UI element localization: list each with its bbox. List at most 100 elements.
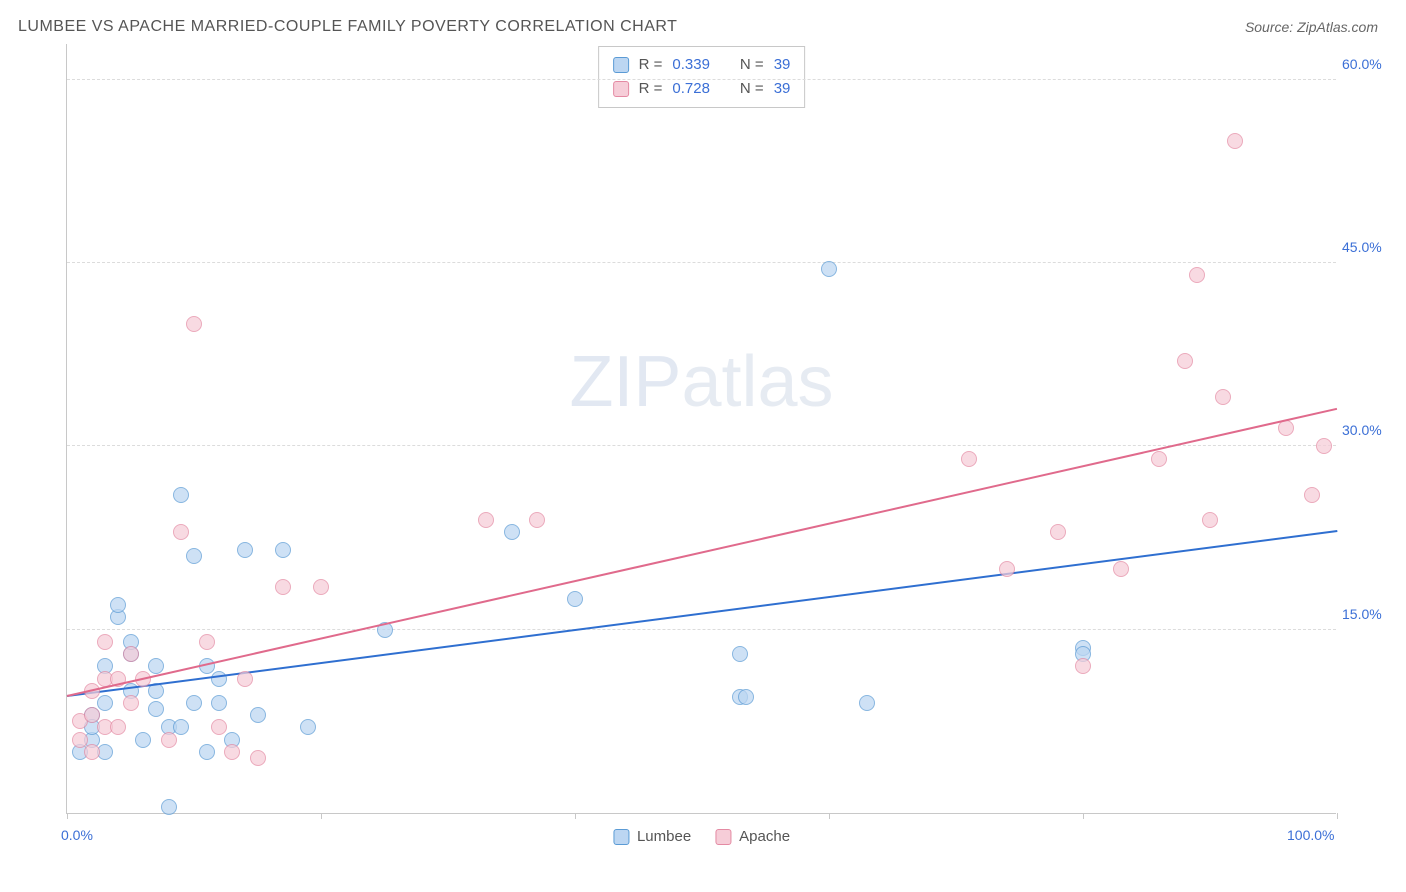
x-tick (1083, 813, 1084, 819)
data-point (97, 634, 113, 650)
data-point (275, 579, 291, 595)
watermark-bold: ZIP (569, 342, 681, 422)
watermark: ZIPatlas (569, 341, 833, 423)
chart-title: LUMBEE VS APACHE MARRIED-COUPLE FAMILY P… (18, 18, 677, 36)
y-tick-label: 45.0% (1342, 239, 1398, 255)
data-point (1075, 658, 1091, 674)
data-point (1215, 389, 1231, 405)
gridline (67, 445, 1336, 446)
data-point (250, 750, 266, 766)
data-point (1316, 438, 1332, 454)
data-point (821, 261, 837, 277)
x-tick (575, 813, 576, 819)
chart-source: Source: ZipAtlas.com (1245, 19, 1378, 35)
data-point (123, 646, 139, 662)
n-label: N = (740, 77, 764, 101)
data-point (504, 524, 520, 540)
data-point (173, 524, 189, 540)
x-tick-label: 0.0% (61, 827, 93, 843)
r-label: R = (639, 53, 663, 77)
series-legend: Lumbee Apache (613, 828, 790, 845)
n-value: 39 (774, 77, 791, 101)
x-tick (67, 813, 68, 819)
legend-label: Apache (739, 828, 790, 845)
trend-line (67, 530, 1337, 697)
stats-row: R = 0.339 N = 39 (613, 53, 791, 77)
y-tick-label: 15.0% (1342, 606, 1398, 622)
legend-item: Lumbee (613, 828, 691, 845)
data-point (237, 671, 253, 687)
data-point (186, 548, 202, 564)
r-value: 0.728 (672, 77, 710, 101)
trend-line (67, 408, 1337, 697)
data-point (148, 658, 164, 674)
data-point (961, 451, 977, 467)
data-point (211, 671, 227, 687)
data-point (211, 719, 227, 735)
y-tick-label: 30.0% (1342, 422, 1398, 438)
legend-swatch (613, 829, 629, 845)
data-point (211, 695, 227, 711)
data-point (250, 707, 266, 723)
data-point (567, 591, 583, 607)
gridline (67, 262, 1336, 263)
x-tick-label: 100.0% (1287, 827, 1334, 843)
data-point (478, 512, 494, 528)
r-label: R = (639, 77, 663, 101)
data-point (999, 561, 1015, 577)
data-point (199, 634, 215, 650)
data-point (161, 799, 177, 815)
data-point (72, 732, 88, 748)
y-tick-label: 60.0% (1342, 56, 1398, 72)
data-point (123, 695, 139, 711)
data-point (110, 597, 126, 613)
data-point (1050, 524, 1066, 540)
data-point (224, 744, 240, 760)
data-point (1177, 353, 1193, 369)
data-point (1113, 561, 1129, 577)
data-point (161, 732, 177, 748)
plot-area: ZIPatlas R =0.339N =39R =0.728N =39 Lumb… (66, 44, 1336, 814)
x-tick (1337, 813, 1338, 819)
data-point (186, 695, 202, 711)
data-point (84, 744, 100, 760)
watermark-thin: atlas (681, 342, 833, 422)
data-point (148, 701, 164, 717)
x-tick (829, 813, 830, 819)
legend-label: Lumbee (637, 828, 691, 845)
legend-item: Apache (715, 828, 790, 845)
n-value: 39 (774, 53, 791, 77)
data-point (173, 719, 189, 735)
data-point (1227, 133, 1243, 149)
series-swatch (613, 81, 629, 97)
data-point (300, 719, 316, 735)
data-point (732, 646, 748, 662)
legend-swatch (715, 829, 731, 845)
data-point (199, 744, 215, 760)
data-point (110, 719, 126, 735)
x-tick (321, 813, 322, 819)
data-point (1189, 267, 1205, 283)
n-label: N = (740, 53, 764, 77)
data-point (1151, 451, 1167, 467)
data-point (738, 689, 754, 705)
gridline (67, 79, 1336, 80)
chart-header: LUMBEE VS APACHE MARRIED-COUPLE FAMILY P… (0, 0, 1406, 44)
data-point (313, 579, 329, 595)
gridline (67, 629, 1336, 630)
stats-row: R = 0.728 N = 39 (613, 77, 791, 101)
data-point (1202, 512, 1218, 528)
data-point (97, 695, 113, 711)
data-point (84, 707, 100, 723)
data-point (275, 542, 291, 558)
data-point (529, 512, 545, 528)
data-point (135, 732, 151, 748)
correlation-stats-box: R = 0.339 N = 39 R = 0.728 N = 39 (598, 46, 806, 108)
r-value: 0.339 (672, 53, 710, 77)
series-swatch (613, 57, 629, 73)
data-point (1304, 487, 1320, 503)
data-point (173, 487, 189, 503)
data-point (859, 695, 875, 711)
data-point (237, 542, 253, 558)
data-point (186, 316, 202, 332)
